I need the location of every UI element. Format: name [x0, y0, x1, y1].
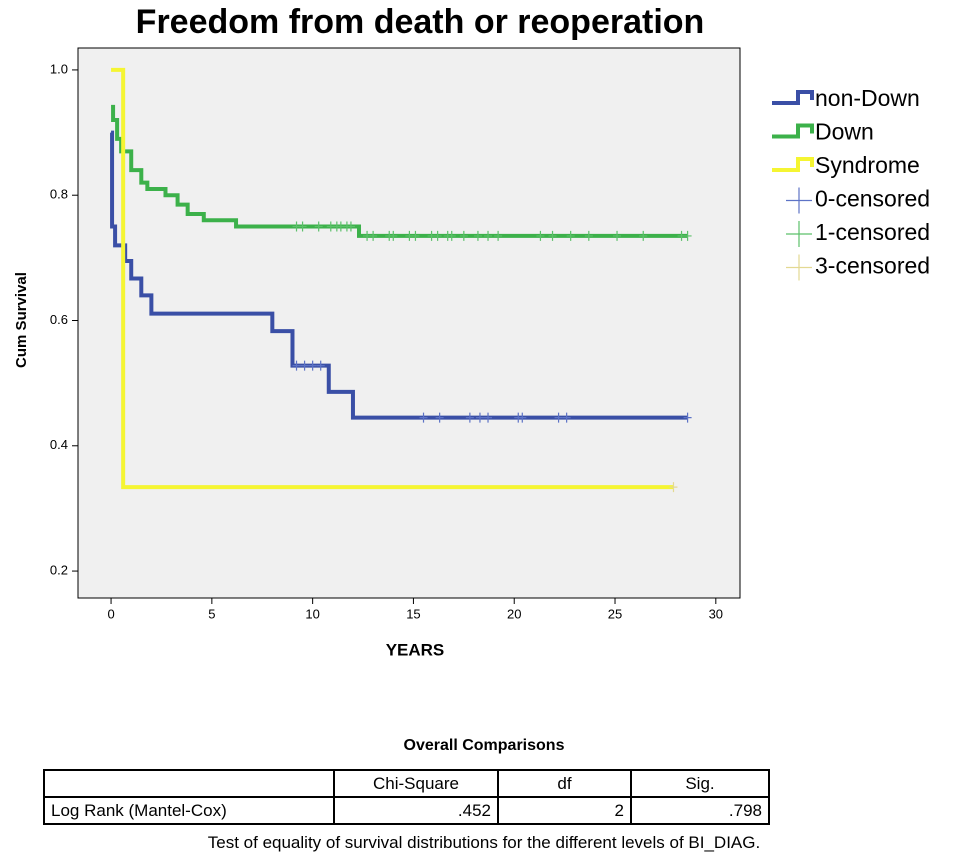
column-header: df [497, 769, 632, 798]
column-header: Chi-Square [333, 769, 499, 798]
chart: Freedom from death or reoperation YEARS … [13, 3, 930, 660]
survival-line [110, 130, 688, 420]
legend-swatch [786, 221, 812, 247]
y-tick-label: 0.2 [50, 563, 68, 578]
censor-mark [554, 412, 563, 423]
x-tick-label: 15 [406, 606, 420, 621]
censor-mark [536, 230, 545, 241]
corner-cell [43, 769, 335, 798]
censor-mark [298, 221, 307, 232]
x-tick-label: 20 [507, 606, 521, 621]
censor-mark [369, 230, 378, 241]
censor-mark [683, 412, 692, 423]
comparison-table: Chi-Square df Sig. Log Rank (Mantel-Cox)… [43, 769, 770, 825]
chart-title: Freedom from death or reoperation [136, 3, 705, 41]
plot-area [77, 47, 741, 599]
x-tick-label: 0 [107, 606, 114, 621]
censor-mark [566, 230, 575, 241]
censor-mark [484, 230, 493, 241]
censor-mark [314, 221, 323, 232]
y-axis-label: Cum Survival [13, 272, 30, 368]
censor-mark [447, 230, 456, 241]
censor-mark [300, 360, 309, 371]
data-row: Log Rank (Mantel-Cox) .452 2 .798 [43, 796, 770, 825]
censor-mark [639, 230, 648, 241]
table-footnote: Test of equality of survival distributio… [207, 833, 761, 852]
y-tick-label: 0.4 [50, 437, 68, 452]
censor-mark [562, 412, 571, 423]
legend-label: Down [815, 119, 874, 145]
x-tick-label: 10 [305, 606, 319, 621]
legend-swatch [772, 123, 814, 139]
legend-swatch [786, 254, 812, 281]
y-tick-label: 1.0 [50, 61, 68, 76]
censor-mark [419, 412, 428, 423]
censor-mark [346, 221, 355, 232]
censor-mark [292, 360, 301, 371]
censor-mark [433, 230, 442, 241]
x-tick-label: 25 [608, 606, 622, 621]
cell: .798 [630, 796, 770, 825]
censor-mark [484, 412, 493, 423]
censor-mark [669, 482, 678, 493]
censor-mark [494, 230, 503, 241]
legend-label: non-Down [815, 85, 920, 111]
legend-label: 1-censored [815, 219, 930, 245]
censor-mark [548, 230, 557, 241]
legend-swatch [786, 187, 812, 214]
column-header: Sig. [630, 769, 770, 798]
y-tick-label: 0.8 [50, 187, 68, 202]
censor-mark [308, 360, 317, 371]
x-tick-label: 5 [208, 606, 215, 621]
censor-mark [435, 412, 444, 423]
legend-swatch [772, 157, 814, 172]
cell: .452 [333, 796, 499, 825]
censor-mark [473, 230, 482, 241]
legend-label: 0-censored [815, 186, 930, 212]
censor-mark [584, 230, 593, 241]
legend-swatch [772, 90, 814, 105]
y-tick-label: 0.6 [50, 312, 68, 327]
censor-mark [389, 230, 398, 241]
cell: 2 [497, 796, 632, 825]
legend-label: Syndrome [815, 152, 920, 178]
censor-mark [475, 412, 484, 423]
censor-mark [613, 230, 622, 241]
survival-line [111, 67, 674, 490]
censor-mark [465, 412, 474, 423]
header-row: Chi-Square df Sig. [43, 769, 770, 798]
x-axis-label: YEARS [386, 640, 445, 659]
table-title: Overall Comparisons [403, 737, 565, 754]
censor-mark [459, 230, 468, 241]
censor-mark [683, 230, 692, 241]
x-tick-label: 30 [709, 606, 723, 621]
censor-mark [518, 412, 527, 423]
survival-line [111, 104, 688, 238]
censor-mark [411, 230, 420, 241]
legend-label: 3-censored [815, 253, 930, 279]
censor-mark [316, 360, 325, 371]
row-label: Log Rank (Mantel-Cox) [43, 796, 335, 825]
